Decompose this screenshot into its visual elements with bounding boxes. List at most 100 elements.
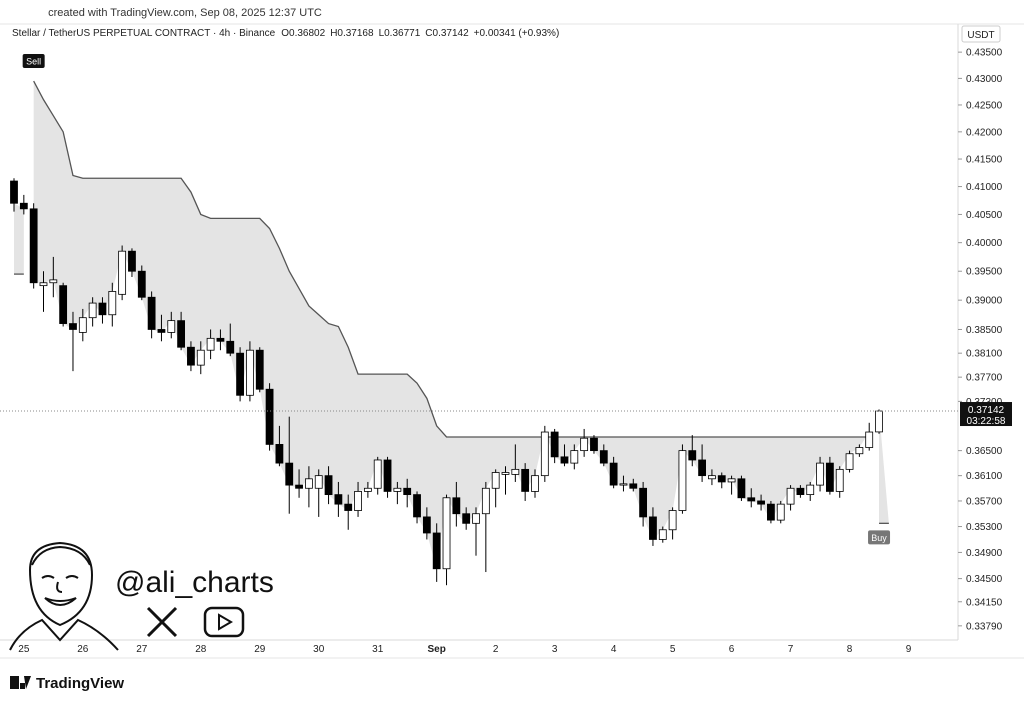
x-icon[interactable] xyxy=(146,606,178,638)
candle-body xyxy=(590,437,598,452)
candle-body xyxy=(786,487,795,505)
candle-body xyxy=(481,487,490,515)
y-tick-label: 0.39500 xyxy=(966,267,1003,278)
y-tick-label: 0.35300 xyxy=(966,522,1003,533)
candle-body xyxy=(29,208,38,284)
candle-body xyxy=(599,450,608,464)
signal-badge xyxy=(22,54,45,69)
candle-body xyxy=(825,462,834,492)
x-tick-label: 25 xyxy=(18,644,30,655)
candle-body xyxy=(816,462,824,486)
x-tick-label: 27 xyxy=(136,644,148,655)
signal-badge xyxy=(868,530,891,545)
youtube-icon[interactable] xyxy=(203,606,245,638)
currency[interactable]: USDT xyxy=(967,30,994,41)
candle-body xyxy=(609,462,618,486)
last-price-label: 0.37142 xyxy=(968,405,1005,416)
currency-box[interactable] xyxy=(961,25,1001,43)
candle-body xyxy=(187,346,195,366)
candle-body xyxy=(88,302,97,319)
candle-body xyxy=(452,497,461,515)
candle-body xyxy=(472,513,480,524)
candle-body xyxy=(403,487,412,496)
y-tick-label: 0.40000 xyxy=(966,238,1003,249)
plot xyxy=(10,80,889,586)
x-tick-label: 3 xyxy=(552,644,558,655)
avatar xyxy=(9,541,119,651)
last-price-box xyxy=(960,402,1012,427)
trend-fill xyxy=(33,81,870,569)
candle-body xyxy=(629,483,638,489)
candle-body xyxy=(147,296,156,330)
footer-brand: TradingView xyxy=(36,675,124,692)
candle-body xyxy=(98,302,107,316)
candle-body xyxy=(10,180,18,204)
candle-body xyxy=(540,431,549,477)
candle-body xyxy=(491,472,500,489)
x-tick-label: 2 xyxy=(493,644,499,655)
candle-body xyxy=(383,459,392,492)
candle-body xyxy=(344,503,353,511)
candle-body xyxy=(157,329,166,333)
candle-body xyxy=(78,317,87,333)
y-tick-label: 0.41500 xyxy=(966,155,1003,166)
candle-body xyxy=(334,494,343,505)
candle-body xyxy=(875,410,883,433)
symbol: Stellar / TetherUS PERPETUAL CONTRACT · … xyxy=(12,28,276,39)
x-tick-label: 7 xyxy=(788,644,794,655)
y-tick-label: 0.43500 xyxy=(966,48,1003,59)
candle-body xyxy=(511,468,520,475)
candle-body xyxy=(668,510,677,531)
candle-body xyxy=(373,459,382,489)
candle-body xyxy=(462,513,471,524)
x-tick-label: 5 xyxy=(670,644,676,655)
candle-body xyxy=(413,494,421,518)
ohlc-high: H0.37168 xyxy=(330,28,374,39)
ohlc-open: O0.36802 xyxy=(281,28,325,39)
candle-body xyxy=(246,349,254,396)
candle-body xyxy=(727,478,736,483)
candle-body xyxy=(845,453,854,470)
y-tick-label: 0.39000 xyxy=(966,296,1003,307)
candle-body xyxy=(776,503,785,521)
candle-body xyxy=(678,450,687,511)
signal-label: Buy xyxy=(871,533,887,543)
candle-body xyxy=(19,202,28,210)
candle-body xyxy=(835,468,844,492)
candle-body xyxy=(128,250,136,272)
y-tick-label: 0.40500 xyxy=(966,210,1003,221)
candle-body xyxy=(295,484,303,489)
candle-body xyxy=(767,503,775,521)
x-tick-label: 26 xyxy=(77,644,89,655)
x-tick-label: 6 xyxy=(729,644,735,655)
candle-body xyxy=(619,483,628,486)
ohlc-close: C0.37142 xyxy=(425,28,469,39)
candle-body xyxy=(658,529,667,540)
x-tick-label: 28 xyxy=(195,644,207,655)
candle-body xyxy=(324,475,333,496)
candle-body xyxy=(649,516,657,540)
candle-body xyxy=(314,475,323,489)
candle-body xyxy=(865,431,874,448)
candle-body xyxy=(580,437,589,452)
candle-body xyxy=(236,352,244,396)
candle-body xyxy=(108,291,117,316)
candle-body xyxy=(49,279,58,284)
symbol-label: Stellar / TetherUS PERPETUAL CONTRACT · … xyxy=(12,28,559,39)
watermark: @ali_charts xyxy=(115,566,274,599)
y-tick-label: 0.42000 xyxy=(966,127,1003,138)
candle-body xyxy=(550,431,559,458)
candle-body xyxy=(717,475,726,483)
candle-body xyxy=(521,468,530,492)
tv-logo xyxy=(10,676,31,689)
x-tick-label: Sep xyxy=(428,644,446,655)
y-tick-label: 0.33790 xyxy=(966,621,1003,632)
x-tick-label: 9 xyxy=(906,644,912,655)
y-tick-label: 0.43000 xyxy=(966,74,1003,85)
candle-body xyxy=(737,478,746,499)
candle-body xyxy=(363,487,372,492)
candle-body xyxy=(196,349,205,366)
trend-fill xyxy=(14,203,24,275)
change: +0.00341 (+0.93%) xyxy=(474,28,560,39)
